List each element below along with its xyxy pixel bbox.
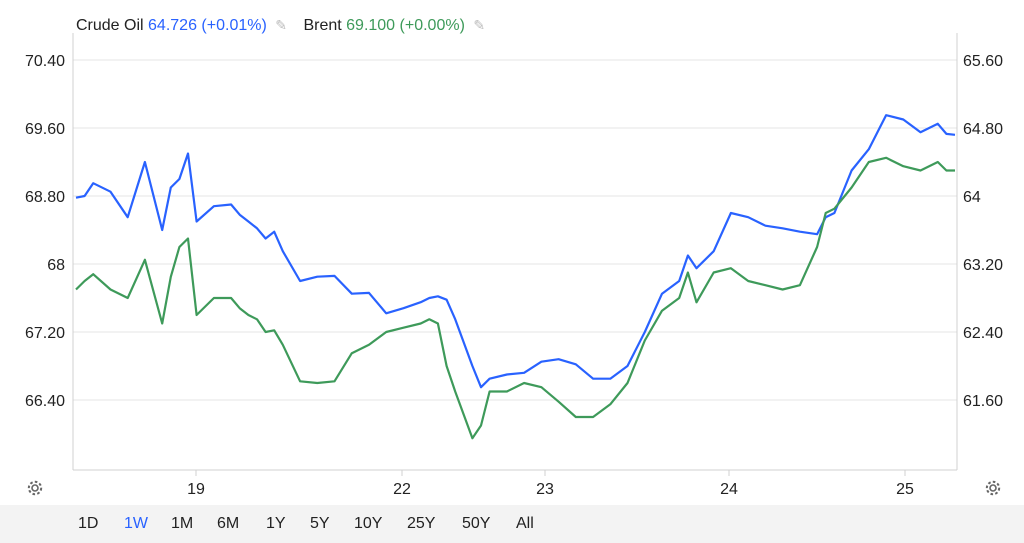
- y-tick-label-right: 63.20: [963, 257, 1003, 274]
- range-button-1w[interactable]: 1W: [124, 515, 148, 532]
- y-tick-label-left: 68.80: [25, 189, 65, 206]
- y-tick-label-left: 68: [47, 257, 65, 274]
- chart-legend: Crude Oil 64.726 (+0.01%) ✎ Brent 69.100…: [76, 17, 497, 35]
- x-tick-label: 19: [187, 481, 205, 498]
- range-button-5y[interactable]: 5Y: [310, 515, 330, 532]
- range-button-25y[interactable]: 25Y: [407, 515, 436, 532]
- x-tick-label: 22: [393, 481, 411, 498]
- series-lines[interactable]: [75, 114, 956, 440]
- legend-brent-name: Brent: [303, 17, 342, 34]
- range-button-10y[interactable]: 10Y: [354, 515, 383, 532]
- range-button-1y[interactable]: 1Y: [266, 515, 286, 532]
- grid-lines: [73, 59, 957, 401]
- legend-crude-name: Crude Oil: [76, 17, 144, 34]
- y-tick-label-right: 61.60: [963, 393, 1003, 410]
- legend-crude-value: 64.726: [148, 17, 197, 34]
- range-button-6m[interactable]: 6M: [217, 515, 240, 532]
- y-tick-label-left: 67.20: [25, 325, 65, 342]
- x-tick-label: 23: [536, 481, 554, 498]
- pencil-icon[interactable]: ✎: [275, 17, 287, 33]
- y-tick-label-left: 70.40: [25, 53, 65, 70]
- range-button-50y[interactable]: 50Y: [462, 515, 491, 532]
- series-line-crude-oil[interactable]: [75, 114, 956, 389]
- y-tick-label-right: 64: [963, 189, 981, 206]
- left-axis-labels: 70.40 69.60 68.80 68 67.20 66.40: [25, 53, 65, 410]
- pencil-icon[interactable]: ✎: [473, 17, 486, 33]
- right-axis-labels: 65.60 64.80 64 63.20 62.40 61.60: [963, 53, 1003, 410]
- y-tick-label-right: 62.40: [963, 325, 1003, 342]
- range-button-1m[interactable]: 1M: [171, 515, 194, 532]
- legend-item-crude-oil[interactable]: Crude Oil 64.726 (+0.01%) ✎: [76, 17, 291, 34]
- y-tick-label-right: 64.80: [963, 121, 1003, 138]
- legend-item-brent[interactable]: Brent 69.100 (+0.00%) ✎: [303, 17, 485, 34]
- y-tick-label-left: 69.60: [25, 121, 65, 138]
- axis-frame: [72, 33, 958, 471]
- y-tick-label-left: 66.40: [25, 393, 65, 410]
- legend-brent-value: 69.100: [346, 17, 396, 34]
- range-button-all[interactable]: All: [516, 515, 534, 532]
- range-button-1d[interactable]: 1D: [78, 515, 99, 532]
- line-chart: 70.40 69.60 68.80 68 67.20 66.40 65.60 64.80 64…: [25, 33, 1003, 498]
- range-selector: 1D 1W 1M 6M 1Y 5Y 10Y 25Y 50Y All: [0, 505, 1024, 543]
- gear-icon[interactable]: [25, 478, 45, 498]
- legend-crude-change: (+0.01%): [201, 17, 267, 34]
- series-line-brent[interactable]: [75, 156, 955, 440]
- x-tick-label: 24: [720, 481, 738, 498]
- legend-brent-change: (+0.00%): [399, 17, 465, 34]
- x-axis-labels: 19 22 23 24 25: [187, 470, 914, 498]
- gear-icon[interactable]: [983, 478, 1003, 498]
- x-tick-label: 25: [896, 481, 914, 498]
- y-tick-label-right: 65.60: [963, 53, 1003, 70]
